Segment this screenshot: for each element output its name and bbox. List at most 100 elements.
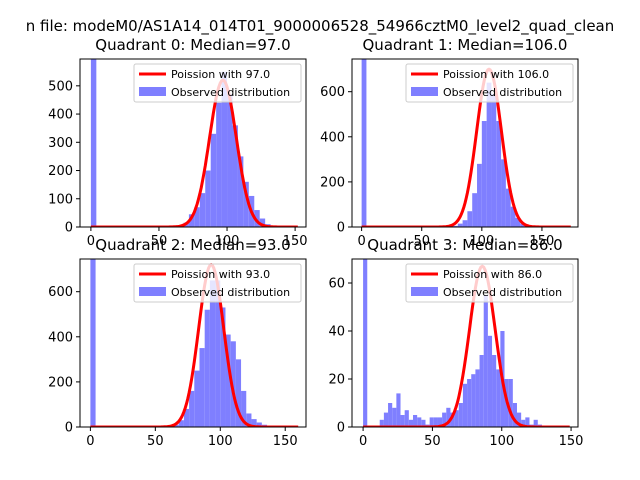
histogram-bar [259,218,266,227]
x-tick-label: 0 [87,234,95,249]
legend-label-observed: Observed distribution [443,86,562,99]
legend: Poission with 93.0 Observed distribution [133,263,302,303]
histogram-bar [210,133,217,227]
histogram-bar [433,417,438,427]
y-tick-label: 400 [48,108,73,123]
histogram-bar [237,156,244,227]
histogram-bar [363,259,368,427]
histogram-bar [205,170,211,227]
histogram-bar [512,403,517,427]
histogram-bar [227,94,233,227]
histogram-bar [467,379,472,427]
histogram-bar [413,415,418,427]
subplot-title: Quadrant 1: Median=106.0 [363,36,568,54]
histogram-bar [487,335,493,427]
figure-suptitle: n file: modeM0/AS1A14_014T01_9000006528_… [26,17,615,36]
x-tick-label: 100 [489,434,514,449]
histogram-bar [477,163,482,227]
histogram-bar [515,217,521,227]
legend-label-observed: Observed distribution [443,286,562,299]
histogram-bar [251,419,257,427]
histogram-bar [189,390,195,427]
histogram-bar [417,417,422,427]
legend-label-poisson: Poission with 86.0 [443,268,542,281]
y-tick-label: 200 [320,175,345,190]
histogram-bar [462,220,468,227]
histogram-bar [235,359,242,427]
y-tick-label: 0 [65,221,73,236]
histogram-bar [188,214,195,227]
histogram-bar [496,369,501,427]
subplot-quadrant-3: 0 50 100 150 0 20 40 60 Poission with 86.0 Observ… [328,236,583,449]
histogram-bar [437,417,443,427]
histogram-bar [520,223,526,227]
legend-label-poisson: Poission with 106.0 [443,68,549,81]
legend-patch-swatch [411,87,438,96]
legend-label-poisson: Poission with 93.0 [171,268,270,281]
histogram-bar [90,259,96,427]
subplot-title: Quadrant 0: Median=97.0 [95,36,290,54]
histogram-bar [220,307,226,427]
y-tick-label: 500 [48,79,73,94]
histogram-bar [516,412,522,427]
y-tick-label: 60 [328,277,345,292]
y-tick-label: 600 [320,85,345,100]
plot-area [363,259,570,427]
poisson-curve [90,78,298,227]
legend-box [405,63,574,103]
histogram-bar [216,102,222,227]
y-tick-label: 400 [48,330,73,345]
histogram-bar [254,210,260,227]
y-tick-label: 300 [48,136,73,151]
x-tick-label: 150 [273,434,298,449]
x-tick-label: 50 [413,234,430,249]
histogram-bar [383,412,389,427]
histogram-bar [232,125,238,227]
histogram-bar [199,348,205,427]
subplot-quadrant-2: 0 50 100 150 0 200 400 600 Poission with 93.0 Obs… [48,236,307,449]
histogram-bar [454,410,459,427]
y-tick-label: 100 [48,192,73,207]
x-tick-label: 50 [151,234,168,249]
histogram-bar [472,193,478,227]
histogram-bar [230,341,236,427]
y-tick-label: 400 [320,130,345,145]
subplot-title: Quadrant 3: Median=86.0 [367,236,562,254]
histogram-bar [462,383,468,427]
histogram-bar [221,71,228,227]
y-tick-label: 600 [48,285,73,300]
histogram-bar [505,188,511,227]
legend-box [133,263,302,303]
histogram-bar [510,206,516,227]
histogram-bar [379,419,384,427]
legend-label-observed: Observed distribution [171,286,290,299]
histogram-bar [483,295,488,427]
histogram-bar [525,417,530,427]
x-tick-label: 50 [424,434,441,449]
x-tick-label: 0 [86,434,94,449]
x-tick-label: 100 [215,234,240,249]
histogram-bar [492,355,497,427]
histogram-bar [183,408,190,427]
x-tick-label: 150 [283,234,308,249]
legend-box [405,263,574,303]
histogram-bar [467,211,473,227]
histogram-bar [479,355,484,427]
legend-patch-swatch [139,87,166,96]
histogram-bar [361,59,367,227]
axes-frame [79,58,307,228]
x-tick-label: 150 [559,434,584,449]
histogram-bar [446,407,451,427]
y-tick-label: 0 [337,221,345,236]
x-tick-label: 50 [147,434,164,449]
poisson-curve [90,263,299,427]
legend-box [133,63,302,103]
histogram-bar [508,379,513,427]
legend-label-observed: Observed distribution [171,86,290,99]
histogram-bar [496,121,502,227]
histogram-bar [486,82,492,227]
histogram-bar [452,225,458,227]
histogram-bar [388,403,393,427]
x-tick-label: 100 [208,434,233,449]
